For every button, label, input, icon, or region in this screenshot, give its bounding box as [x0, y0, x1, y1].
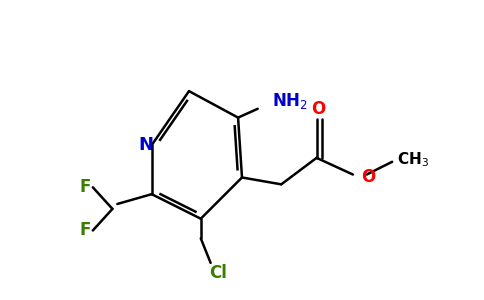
Text: Cl: Cl	[210, 264, 227, 282]
Text: N: N	[138, 136, 153, 154]
Text: F: F	[79, 178, 91, 196]
Text: F: F	[79, 221, 91, 239]
Text: NH$_2$: NH$_2$	[272, 91, 308, 111]
Text: CH$_3$: CH$_3$	[397, 151, 429, 169]
Text: O: O	[311, 100, 326, 118]
Text: O: O	[361, 167, 375, 185]
